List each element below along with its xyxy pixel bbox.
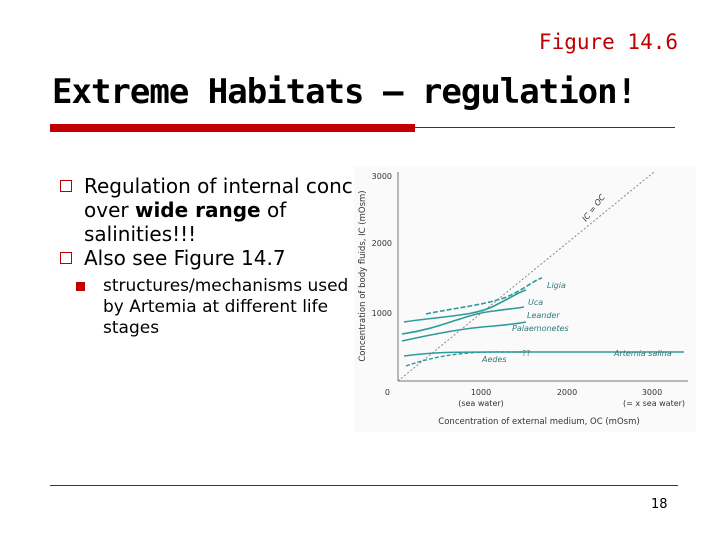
isosmotic-line (397, 171, 655, 382)
curve-label-aedes: Aedes (481, 355, 507, 364)
title-underline-line (415, 127, 675, 128)
figure-reference: Figure 14.6 (538, 30, 678, 54)
x-tick-label: 1000 (471, 388, 491, 397)
curve-label-palaemonetes: Palaemonetes (512, 324, 569, 333)
curve-label-leander: Leander (527, 311, 560, 320)
curve-label-ligia: Ligia (547, 281, 566, 290)
bullet-text-part: of salinities!!! (84, 198, 287, 246)
y-axis-label: Concentration of body fluids, IC (mOsm) (358, 190, 368, 361)
curve-leander (401, 306, 525, 335)
curve-uca (403, 289, 527, 323)
slide-title: Extreme Habitats – regulation! (52, 72, 637, 112)
osmoregulation-graph: 3000 2000 1000 0 Concentration of body f… (358, 171, 688, 427)
page-number: 18 (651, 497, 668, 512)
curve-aedes (405, 351, 522, 367)
bullet-text-bold: wide range (134, 198, 261, 222)
bullet-item: Regulation of internal conc over wide ra… (60, 174, 356, 246)
y-tick-label: 0 (385, 388, 390, 397)
filled-square-bullet-icon (76, 282, 85, 291)
bullet-text: Also see Figure 14.7 (84, 246, 286, 270)
curve-ligia (425, 277, 543, 315)
x-axis-label: Concentration of external medium, OC (mO… (438, 417, 639, 427)
x-tick-sublabel: (sea water) (458, 399, 504, 408)
bullet-text: Regulation of internal conc over wide ra… (66, 174, 356, 246)
curve-label-artemia: Artemia salina (613, 349, 672, 358)
bullet-text-part: Regulation of internal conc over (84, 174, 353, 222)
x-tick-label: 3000 (642, 388, 662, 397)
curve-label-unknown: ?? (522, 349, 531, 358)
y-tick-label: 1000 (372, 309, 392, 318)
isosmotic-line-label: IC = OC (580, 192, 607, 223)
curve-label-uca: Uca (528, 298, 543, 307)
x-tick-sublabel: (= x sea water) (623, 399, 685, 408)
figure-image: 3000 2000 1000 0 Concentration of body f… (354, 166, 696, 432)
curve-palaemonetes (401, 321, 527, 342)
sub-bullet-item: structures/mechanisms used by Artemia at… (66, 276, 356, 339)
hollow-square-bullet-icon (60, 252, 72, 264)
y-tick-label: 3000 (372, 172, 392, 181)
y-tick-label: 2000 (372, 239, 392, 248)
bullet-item: Also see Figure 14.7 (60, 246, 356, 270)
footer-line (50, 485, 678, 486)
x-tick-label: 2000 (557, 388, 577, 397)
hollow-square-bullet-icon (60, 180, 72, 192)
title-underline-bar (50, 124, 415, 132)
sub-bullet-text: structures/mechanisms used by Artemia at… (103, 276, 349, 338)
bullet-list: Regulation of internal conc over wide ra… (60, 174, 356, 339)
